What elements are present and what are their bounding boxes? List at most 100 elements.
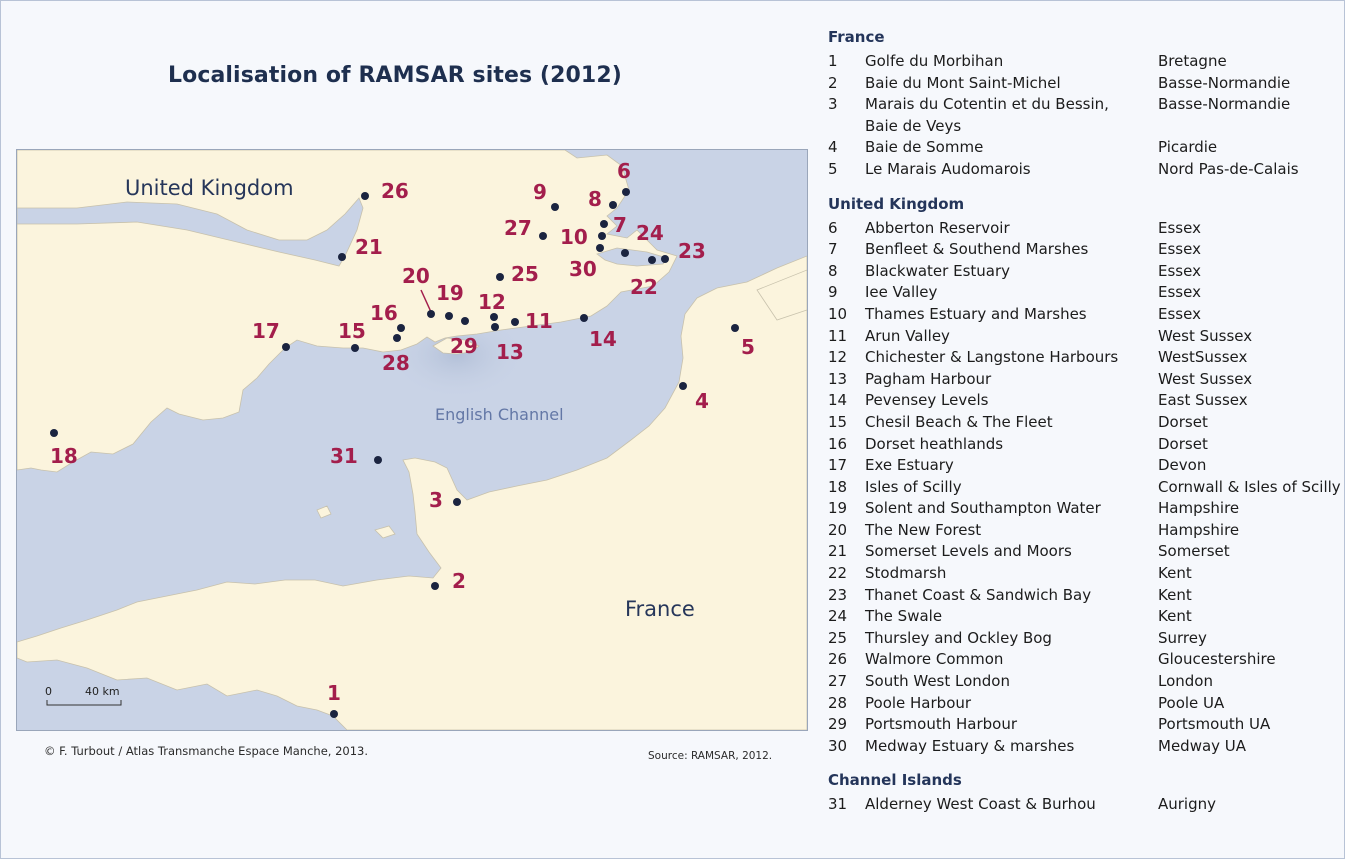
- site-dot-17[interactable]: [282, 343, 290, 351]
- site-label-15: 15: [338, 319, 366, 343]
- site-label-2: 2: [452, 569, 466, 593]
- legend-site-number: 23: [828, 585, 848, 604]
- legend-site-number: 3: [828, 95, 838, 114]
- site-dot-22[interactable]: [648, 256, 656, 264]
- label-country-france: France: [625, 597, 695, 621]
- legend-site-number: 9: [828, 283, 838, 302]
- site-dot-28[interactable]: [393, 334, 401, 342]
- legend-site-number: 31: [828, 795, 848, 814]
- legend-row: 5 Le Marais Audomarois Nord Pas-de-Calais: [828, 159, 1340, 181]
- legend-site-name: Baie de Somme: [865, 138, 984, 157]
- site-dot-11[interactable]: [511, 318, 519, 326]
- site-dot-12[interactable]: [490, 313, 498, 321]
- site-dot-16[interactable]: [397, 324, 405, 332]
- legend-site-name: Arun Valley: [865, 326, 950, 345]
- site-dot-21[interactable]: [338, 253, 346, 261]
- site-dot-29[interactable]: [461, 317, 469, 325]
- site-dot-19[interactable]: [445, 312, 453, 320]
- site-dot-14[interactable]: [580, 314, 588, 322]
- legend-site-number: 17: [828, 456, 848, 475]
- legend-row: 30 Medway Estuary & marshes Medway UA: [828, 736, 1340, 758]
- site-dot-1[interactable]: [330, 710, 338, 718]
- legend-row: 28 Poole Harbour Poole UA: [828, 693, 1340, 715]
- site-label-22: 22: [630, 275, 658, 299]
- site-dot-7[interactable]: [600, 220, 608, 228]
- legend-site-name: The Swale: [865, 607, 943, 626]
- legend-site-number: 15: [828, 412, 848, 431]
- legend-site-number: 2: [828, 73, 838, 92]
- legend-site-name: Iee Valley: [865, 283, 938, 302]
- legend-site-name: Poole Harbour: [865, 693, 972, 712]
- legend-row: 1 Golfe du Morbihan Bretagne: [828, 51, 1340, 73]
- land-continent-ne: [756, 269, 807, 321]
- legend-site-name: Golfe du Morbihan: [865, 52, 1004, 70]
- site-label-6: 6: [617, 159, 631, 183]
- site-label-31: 31: [330, 444, 358, 468]
- legend-site-name: Thanet Coast & Sandwich Bay: [865, 585, 1092, 604]
- legend-site-number: 1: [828, 52, 838, 70]
- legend-site-region: Essex: [1158, 240, 1201, 259]
- legend-site-number: 18: [828, 477, 848, 496]
- site-dot-23[interactable]: [661, 255, 669, 263]
- site-dot-5[interactable]: [731, 324, 739, 332]
- site-dot-26[interactable]: [361, 192, 369, 200]
- legend-site-name: Medway Estuary & marshes: [865, 736, 1075, 755]
- legend-row: 22 Stodmarsh Kent: [828, 563, 1340, 585]
- legend-site-name: Exe Estuary: [865, 456, 954, 475]
- site-dot-24[interactable]: [621, 249, 629, 257]
- site-dot-10[interactable]: [598, 232, 606, 240]
- site-label-8: 8: [588, 187, 602, 211]
- legend-site-region: Kent: [1158, 607, 1192, 626]
- site-dot-8[interactable]: [609, 201, 617, 209]
- legend-panel: France 1 Golfe du Morbihan Bretagne 2 Baie d…: [828, 28, 1341, 816]
- bristol-channel: [17, 197, 364, 267]
- legend-site-number: 16: [828, 434, 848, 453]
- legend-site-region: Nord Pas-de-Calais: [1158, 159, 1299, 178]
- legend-row: 25 Thursley and Ockley Bog Surrey: [828, 628, 1340, 650]
- legend-site-name: Thames Estuary and Marshes: [865, 304, 1087, 323]
- site-label-3: 3: [429, 488, 443, 512]
- legend-site-number: 24: [828, 607, 848, 626]
- legend-row: 20 The New Forest Hampshire: [828, 520, 1340, 542]
- legend-header-uk: United Kingdom: [828, 194, 965, 213]
- legend-row: 24 The Swale Kent: [828, 606, 1340, 628]
- site-dot-20[interactable]: [427, 310, 435, 318]
- map-panel: United Kingdom France English Channel: [16, 149, 808, 731]
- site-dot-3[interactable]: [453, 498, 461, 506]
- legend-site-number: 26: [828, 650, 848, 669]
- legend-site-number: 20: [828, 520, 848, 539]
- legend-site-name: Isles of Scilly: [865, 477, 962, 496]
- land-france: [17, 255, 807, 730]
- legend-site-region: East Sussex: [1158, 391, 1248, 410]
- legend-site-region: Somerset: [1158, 542, 1230, 561]
- site-dot-27[interactable]: [539, 232, 547, 240]
- legend-row: 23 Thanet Coast & Sandwich Bay Kent: [828, 585, 1340, 607]
- legend-header-channel-islands: Channel Islands: [828, 771, 962, 790]
- legend-row: 19 Solent and Southampton Water Hampshire: [828, 498, 1340, 520]
- site-dot-9[interactable]: [551, 203, 559, 211]
- legend-site-region: Basse-Normandie: [1158, 73, 1291, 92]
- label-country-uk: United Kingdom: [125, 176, 294, 200]
- site-dot-2[interactable]: [431, 582, 439, 590]
- site-label-4: 4: [695, 389, 709, 413]
- site-label-13: 13: [496, 340, 524, 364]
- site-dot-15[interactable]: [351, 344, 359, 352]
- legend-site-number: 29: [828, 715, 848, 734]
- legend-site-region: Essex: [1158, 283, 1201, 302]
- legend-site-region: Cornwall & Isles of Scilly: [1158, 477, 1341, 496]
- site-dot-13[interactable]: [491, 323, 499, 331]
- site-label-7: 7: [613, 213, 627, 237]
- site-dot-25[interactable]: [496, 273, 504, 281]
- legend-row: 29 Portsmouth Harbour Portsmouth UA: [828, 714, 1340, 736]
- legend-row: 18 Isles of Scilly Cornwall & Isles of Sci…: [828, 477, 1341, 499]
- legend-row: 16 Dorset heathlands Dorset: [828, 434, 1340, 456]
- legend-site-name: Solent and Southampton Water: [865, 499, 1101, 518]
- site-dot-31[interactable]: [374, 456, 382, 464]
- site-label-19: 19: [436, 281, 464, 305]
- site-dot-6[interactable]: [622, 188, 630, 196]
- site-dot-30[interactable]: [596, 244, 604, 252]
- site-dot-18[interactable]: [50, 429, 58, 437]
- legend-site-region: Portsmouth UA: [1158, 715, 1271, 734]
- legend-row: 4 Baie de Somme Picardie: [828, 137, 1340, 159]
- site-dot-4[interactable]: [679, 382, 687, 390]
